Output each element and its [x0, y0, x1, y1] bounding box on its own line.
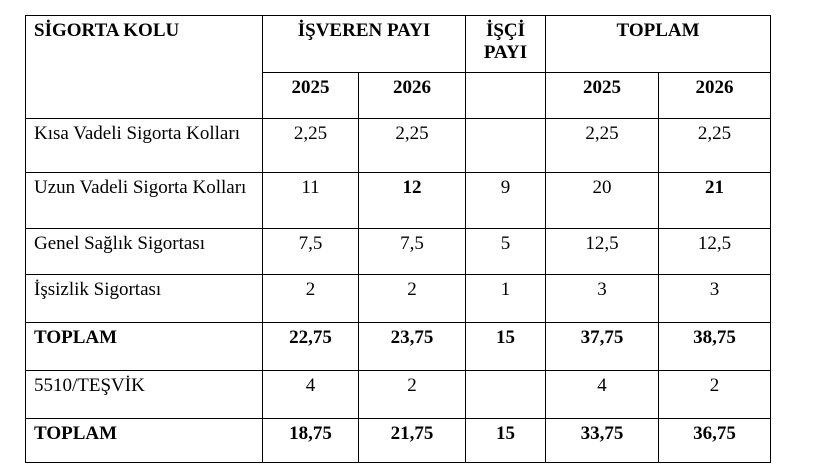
- table-row: İşsizlik Sigortası 2 2 1 3 3: [25, 274, 772, 323]
- value-cell: 2: [658, 370, 772, 419]
- year-cell: 2025: [262, 72, 359, 119]
- table-row: Uzun Vadeli Sigorta Kolları 11 12 9 20 21: [25, 172, 772, 229]
- year-cell: 2026: [658, 72, 772, 119]
- value-cell: 3: [545, 274, 660, 323]
- value-cell: 15: [465, 322, 547, 371]
- empty-cell: [465, 72, 547, 119]
- value-cell: 4: [545, 370, 660, 419]
- value-cell: 37,75: [545, 322, 660, 371]
- value-cell: 20: [545, 172, 660, 229]
- value-cell: 2,25: [658, 118, 772, 173]
- value-cell: 5: [465, 228, 547, 275]
- row-label: 5510/TEŞVİK: [25, 370, 263, 419]
- table-row: TOPLAM 22,75 23,75 15 37,75 38,75: [25, 322, 772, 371]
- year-row: 2025 2026 2025 2026: [26, 72, 772, 119]
- header-cell: İŞÇİ PAYI: [465, 15, 547, 73]
- value-cell: 2: [262, 274, 359, 323]
- year-cell: 2025: [545, 72, 660, 119]
- value-cell: 1: [465, 274, 547, 323]
- table-row: 5510/TEŞVİK 4 2 4 2: [25, 370, 772, 419]
- year-cell: 2026: [357, 72, 467, 119]
- value-cell: 36,75: [658, 418, 772, 463]
- value-cell: 15: [465, 418, 547, 463]
- value-cell: 2: [357, 370, 467, 419]
- header-cell: SİGORTA KOLU: [25, 15, 263, 119]
- value-cell: 2,25: [545, 118, 660, 173]
- value-cell: 33,75: [545, 418, 660, 463]
- header-cell: İŞVEREN PAYI: [261, 15, 467, 73]
- value-cell: 3: [658, 274, 772, 323]
- value-cell: 21: [658, 172, 772, 229]
- value-cell: 2,25: [357, 118, 467, 173]
- header-cell: TOPLAM: [545, 15, 772, 73]
- value-cell: 4: [262, 370, 359, 419]
- value-cell: 7,5: [357, 228, 467, 275]
- value-cell: 9: [465, 172, 547, 229]
- value-cell: 2,25: [262, 118, 359, 173]
- value-cell: 12,5: [658, 228, 772, 275]
- value-cell: 38,75: [658, 322, 772, 371]
- value-cell: 21,75: [357, 418, 467, 463]
- header-row: SİGORTA KOLU İŞVEREN PAYI İŞÇİ PAYI TOPL…: [25, 15, 772, 119]
- row-label: TOPLAM: [25, 322, 263, 371]
- row-label: Uzun Vadeli Sigorta Kolları: [25, 172, 263, 229]
- value-cell: 12,5: [545, 228, 660, 275]
- insurance-table: SİGORTA KOLU İŞVEREN PAYI İŞÇİ PAYI TOPL…: [25, 15, 772, 463]
- row-label: Kısa Vadeli Sigorta Kolları: [25, 118, 263, 173]
- row-label: Genel Sağlık Sigortası: [25, 228, 263, 275]
- value-cell: 7,5: [262, 228, 359, 275]
- value-cell: 22,75: [262, 322, 359, 371]
- value-cell: 2: [357, 274, 467, 323]
- row-label: TOPLAM: [25, 418, 263, 463]
- empty-cell: [465, 118, 547, 173]
- empty-cell: [465, 370, 547, 419]
- row-label: İşsizlik Sigortası: [25, 274, 263, 323]
- value-cell: 18,75: [262, 418, 359, 463]
- value-cell: 11: [262, 172, 359, 229]
- value-cell: 23,75: [357, 322, 467, 371]
- value-cell: 12: [357, 172, 467, 229]
- table-row: TOPLAM 18,75 21,75 15 33,75 36,75: [25, 418, 772, 463]
- table-row: Kısa Vadeli Sigorta Kolları 2,25 2,25 2,25 2…: [25, 118, 772, 173]
- table-row: Genel Sağlık Sigortası 7,5 7,5 5 12,5 12,5: [25, 228, 772, 275]
- table-body: SİGORTA KOLU İŞVEREN PAYI İŞÇİ PAYI TOPL…: [25, 15, 772, 463]
